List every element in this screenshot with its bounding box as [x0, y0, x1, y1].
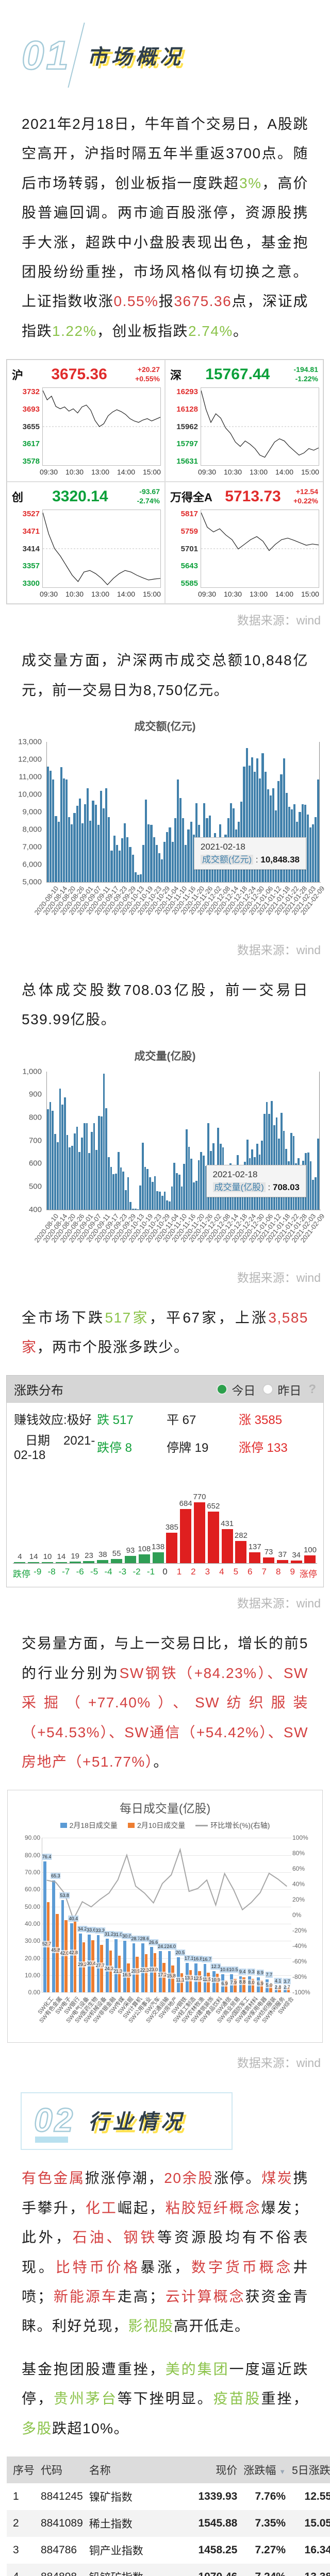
data-source-label: 数据来源：wind	[237, 614, 321, 628]
radio-yesterday-label: 昨日	[277, 1383, 302, 1397]
x-axis-labels: 2020-08-10 2020-08-14 2020-08-20 2020-08-26…	[32, 884, 326, 917]
index-value: 15767.44	[205, 365, 270, 383]
y-axis-labels: 3527 3471 3414 3357 3300	[22, 510, 40, 588]
panel-stats: 赚钱效应:极好 跌 517 平 67 涨 3585 日期 2021-02-18 跌…	[7, 1403, 323, 1466]
index-change: -93.67 -2.74%	[137, 487, 160, 505]
chart-legend: 2月18日成交量 2月10日成交量 环比增长(%)(右轴)	[12, 1820, 318, 1831]
index-name: 万得全A	[170, 490, 212, 504]
crosshair-line	[319, 741, 320, 882]
radio-selected-icon	[217, 1384, 228, 1395]
industry-volume-chart: 每日成交量(亿股) 2月18日成交量 2月10日成交量 环比增长(%)(右轴) 90.0…	[0, 1790, 330, 2043]
section-01-header: 01 市场概况	[0, 0, 330, 96]
flat-count: 平 67	[167, 1413, 196, 1428]
industry-paragraph-1: 有色金属掀涨停潮，20余股涨停。煤炭携手攀升，化工崛起，粘胶短纤概念爆发；此外，…	[22, 2170, 308, 2334]
radio-today-label: 今日	[232, 1383, 256, 1397]
limit-down-count: 跌停 8	[97, 1441, 133, 1455]
suspended-count: 停牌 19	[167, 1441, 209, 1455]
date-value: 2021-02-18	[14, 1434, 95, 1463]
intraday-sparkline	[42, 387, 161, 466]
industry-volume-paragraph: 交易量方面，与上一交易日比，增长的前5的行业分别为SW钢铁（+84.23%）、S…	[22, 1635, 308, 1770]
section-02-title: 行业情况	[88, 2111, 186, 2134]
panel-header: 涨跌分布 今日 昨日 ?	[7, 1376, 323, 1403]
index-grid: 沪 3675.36 +20.27 +0.55% 3732 3693 3655 3617 3578…	[6, 359, 324, 605]
distribution-histogram: 4 14 10 14 19 23 38 55 93 108 138 385 684 770 652 431 28…	[13, 1493, 317, 1580]
chart-title: 每日成交量(亿股)	[119, 1802, 211, 1816]
index-name: 沪	[12, 368, 24, 382]
y-axis-labels: 3732 3693 3655 3617 3578	[22, 387, 40, 466]
section-02-number: 02	[34, 2102, 75, 2139]
x-axis-labels: 09:30 10:30 13:00 14:00 15:00	[198, 468, 319, 477]
intraday-sparkline	[42, 510, 161, 588]
section-01-number: 01	[21, 32, 71, 78]
turnover-chart: 成交额(亿元) 13,000 12,000 11,000 10,000 9,000 8,00…	[5, 718, 326, 933]
data-source-label: 数据来源：wind	[237, 2056, 321, 2070]
legend-item: 2月18日成交量	[60, 1820, 118, 1831]
y-axis-labels: 16293 16128 15962 15797 15631	[176, 387, 198, 466]
index-value: 3320.14	[52, 487, 108, 505]
panel-title: 涨跌分布	[14, 1384, 63, 1398]
table-row[interactable]: 4884898铅锌矿指数1070.467.24%13.38%	[7, 2563, 330, 2576]
x-axis-labels: SW化工 SW有色金属 SW电子 SW银行 SW电气设备 SW医药生物 SW机械设备 SW非银…	[37, 1996, 295, 2025]
help-icon[interactable]: ?	[308, 1382, 316, 1396]
index-panel-index_wind_a: 万得全A 5713.73 +12.54 +0.22% 5817 5759 5701 5643 5…	[165, 482, 323, 604]
chart-tooltip: 2021-02-18 成交额(亿元) : 10,848.38	[193, 837, 306, 870]
x-axis-labels: 09:30 10:30 13:00 14:00 15:00	[40, 590, 161, 599]
section-02-header: 02 行业情况	[21, 2092, 330, 2150]
advance-decline-panel: 涨跌分布 今日 昨日 ? 赚钱效应:极好 跌 517 平 67 涨 3585 日…	[6, 1375, 324, 1588]
section-01-title: 市场概况	[87, 46, 184, 69]
crosshair-line	[319, 1071, 320, 1210]
legend-item: 环比增长(%)(右轴)	[195, 1820, 270, 1831]
radio-today[interactable]: 今日	[217, 1381, 255, 1398]
radio-yesterday[interactable]: 昨日	[262, 1381, 301, 1398]
index-change: +20.27 +0.55%	[135, 365, 160, 383]
money-effect-label: 赚钱效应:极好	[14, 1413, 92, 1428]
industry-paragraph-2: 基金抱团股遭重挫，美的集团一度逼近跌停，贵州茅台等下挫明显。疫苗股重挫，多股跌超…	[22, 2361, 308, 2436]
chart-tooltip: 2021-02-18 成交量(亿股) : 708.03	[206, 1164, 306, 1197]
decline-count: 跌 517	[97, 1413, 134, 1428]
chart-title: 成交额(亿元)	[134, 720, 196, 733]
data-source-label: 数据来源：wind	[237, 1270, 321, 1284]
turnover-paragraph: 成交量方面，沪深两市成交总额10,848亿元，前一交易日为8,750亿元。	[22, 652, 308, 698]
index-change: -194.81 -1.22%	[293, 365, 318, 383]
intraday-sparkline	[201, 387, 319, 466]
advance-count: 涨 3585	[239, 1413, 283, 1428]
index-panel-index_cy: 创 3320.14 -93.67 -2.74% 3527 3471 3414 3357 3300…	[7, 482, 165, 604]
data-source-label: 数据来源：wind	[237, 943, 321, 957]
index-panel-index_sz: 深 15767.44 -194.81 -1.22% 16293 16128 15962 157…	[165, 360, 323, 482]
x-axis-labels: 2020-08-10 2020-08-14 2020-08-20 2020-08-26…	[32, 1212, 326, 1244]
advance-decline-paragraph: 全市场下跌517家，平67家，上涨3,585家，两市个股涨多跌少。	[22, 1309, 308, 1355]
market-summary-paragraph: 2021年2月18日，牛年首个交易日，A股跳空高开，沪指时隔五年半重返3700点…	[22, 116, 308, 339]
chart-title: 成交量(亿股)	[134, 1050, 196, 1062]
radio-unselected-icon	[262, 1384, 274, 1395]
x-axis-labels: 09:30 10:30 13:00 14:00 15:00	[198, 590, 319, 599]
index-value: 3675.36	[51, 365, 107, 383]
date-label: 日期	[25, 1434, 50, 1448]
index-name: 深	[170, 368, 182, 382]
volume-chart: 成交量(亿股) 1,000 900 800 700 600 500 400 2021-02-18…	[5, 1048, 325, 1261]
x-axis-labels: 09:30 10:30 13:00 14:00 15:00	[40, 468, 161, 477]
underline-decoration	[35, 2137, 68, 2143]
limit-up-count: 涨停 133	[239, 1441, 288, 1455]
intraday-sparkline	[201, 510, 319, 588]
index-name: 创	[12, 490, 24, 504]
data-source-label: 数据来源：wind	[237, 1597, 321, 1611]
y-axis-labels: 5817 5759 5701 5643 5585	[180, 510, 198, 588]
volume-paragraph: 总体成交股数708.03亿股，前一交易日539.99亿股。	[22, 981, 308, 1028]
index-value: 5713.73	[225, 487, 281, 505]
index-change: +12.54 +0.22%	[293, 487, 318, 505]
index-panel-index_sh: 沪 3675.36 +20.27 +0.55% 3732 3693 3655 3617 3578…	[7, 360, 165, 482]
legend-item: 2月10日成交量	[127, 1820, 185, 1831]
